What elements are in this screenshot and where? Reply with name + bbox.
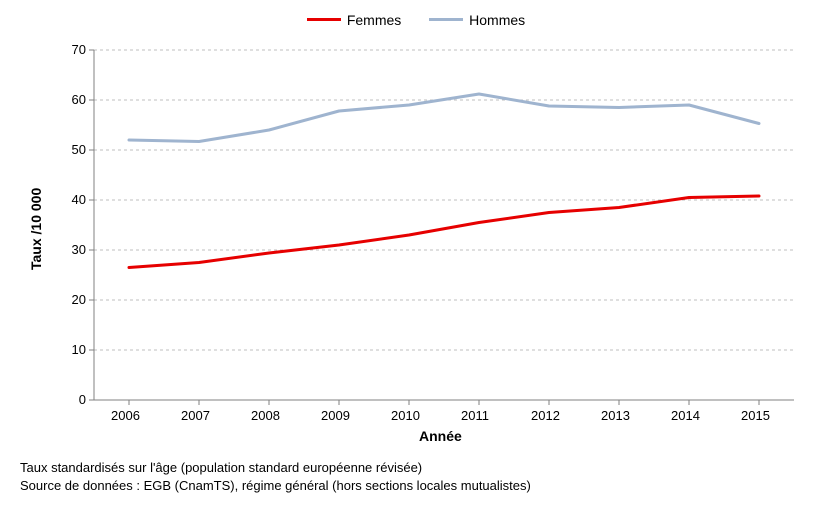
y-tick-label: 30: [46, 242, 86, 257]
y-tick-label: 50: [46, 142, 86, 157]
x-tick-label: 2012: [531, 408, 560, 423]
x-tick-label: 2008: [251, 408, 280, 423]
y-tick-label: 40: [46, 192, 86, 207]
y-tick-label: 0: [46, 392, 86, 407]
chart-container: Femmes Hommes 010203040506070 2006200720…: [0, 0, 832, 506]
footnote-line-1: Taux standardisés sur l'âge (population …: [20, 460, 422, 475]
x-tick-label: 2010: [391, 408, 420, 423]
x-tick-label: 2009: [321, 408, 350, 423]
y-tick-label: 70: [46, 42, 86, 57]
y-tick-label: 10: [46, 342, 86, 357]
x-tick-label: 2006: [111, 408, 140, 423]
x-tick-label: 2007: [181, 408, 210, 423]
x-tick-label: 2013: [601, 408, 630, 423]
y-tick-label: 20: [46, 292, 86, 307]
y-axis-title: Taux /10 000: [28, 188, 44, 270]
x-tick-label: 2014: [671, 408, 700, 423]
plot-svg: [0, 0, 832, 506]
y-tick-label: 60: [46, 92, 86, 107]
footnote-line-2: Source de données : EGB (CnamTS), régime…: [20, 478, 531, 493]
x-tick-label: 2011: [461, 408, 489, 423]
x-tick-label: 2015: [741, 408, 770, 423]
x-axis-title: Année: [419, 428, 462, 444]
